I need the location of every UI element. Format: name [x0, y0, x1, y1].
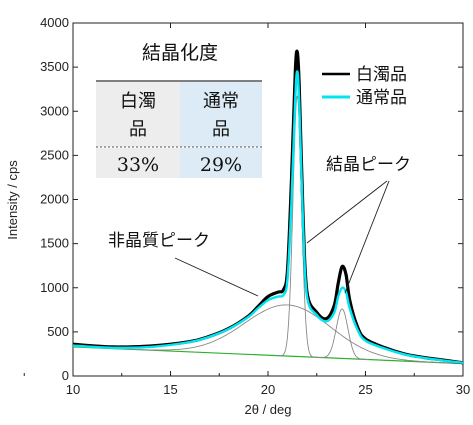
y-tick-label: 1500 — [40, 236, 69, 251]
crystallinity-table: 結晶化度 白濁 品 通常 品 33% 29% — [96, 42, 262, 178]
y-axis-label: Intensity / cps — [5, 160, 20, 240]
component-peak-2 — [315, 308, 369, 361]
x-tick-label: 15 — [163, 382, 177, 397]
y-tick-label: 1000 — [40, 280, 69, 295]
plot-area — [72, 22, 464, 377]
x-tick-label: 30 — [456, 382, 470, 397]
table-header-cell-1 — [96, 82, 180, 147]
crystal-pointer-1 — [306, 180, 388, 244]
y-tick-label: 3500 — [40, 59, 69, 74]
y-tick-label: 0 — [62, 368, 69, 383]
series-line-1 — [72, 70, 464, 364]
x-tick-label: 10 — [66, 382, 80, 397]
y-tick-label: 4000 — [40, 15, 69, 30]
legend-label-1: 白濁品 — [356, 65, 407, 85]
x-axis-label: 2θ / deg — [245, 402, 292, 417]
amorphous-peak-label: 非晶質ピーク — [108, 231, 210, 251]
x-tick-label: 25 — [358, 382, 372, 397]
table-value-cell-2 — [180, 148, 262, 178]
crystal-pointer-2 — [344, 180, 390, 294]
y-tick-label: 500 — [47, 324, 69, 339]
y-tick-label: 2500 — [40, 147, 69, 162]
table-header-1-line2: 品 — [129, 119, 147, 140]
legend: 白濁品 通常品 — [322, 65, 407, 108]
amorphous-pointer — [174, 257, 259, 297]
data-series — [72, 49, 464, 365]
legend-label-2: 通常品 — [356, 88, 407, 108]
axis-ticks: 10 15 20 25 30 0 500 1000 1500 2000 2500 3000 3500 40… — [23, 15, 470, 397]
table-header-2-line2: 品 — [212, 119, 230, 140]
table-header-1-line1: 白濁 — [120, 91, 156, 112]
component-peak-0 — [94, 304, 464, 365]
table-header-2-line1: 通常 — [203, 91, 239, 112]
table-header-cell-2 — [180, 82, 262, 147]
crystal-peak-label: 結晶ピーク — [326, 155, 411, 175]
y-tick-label: 3000 — [40, 103, 69, 118]
component-peak-1 — [277, 95, 317, 358]
component-peaks — [94, 95, 464, 365]
table-value-1: 33% — [117, 154, 159, 176]
table-value-2: 29% — [200, 154, 242, 176]
table-title: 結晶化度 — [142, 42, 218, 64]
y-tick-label: 2000 — [40, 192, 69, 207]
annotations: 結晶ピーク 非晶質ピーク — [108, 155, 411, 297]
table-value-cell-1 — [96, 148, 180, 178]
x-tick-label: 20 — [261, 382, 275, 397]
